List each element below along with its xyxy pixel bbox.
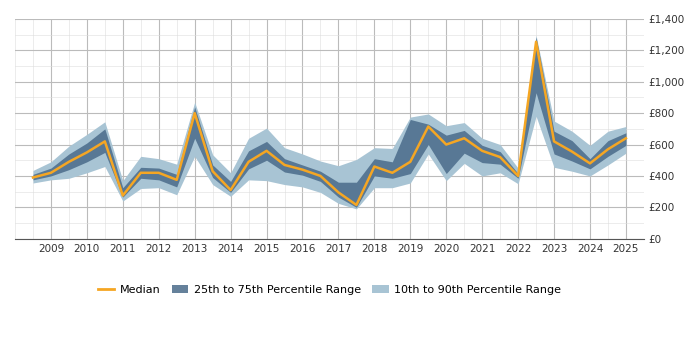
Legend: Median, 25th to 75th Percentile Range, 10th to 90th Percentile Range: Median, 25th to 75th Percentile Range, 1… — [93, 280, 566, 299]
